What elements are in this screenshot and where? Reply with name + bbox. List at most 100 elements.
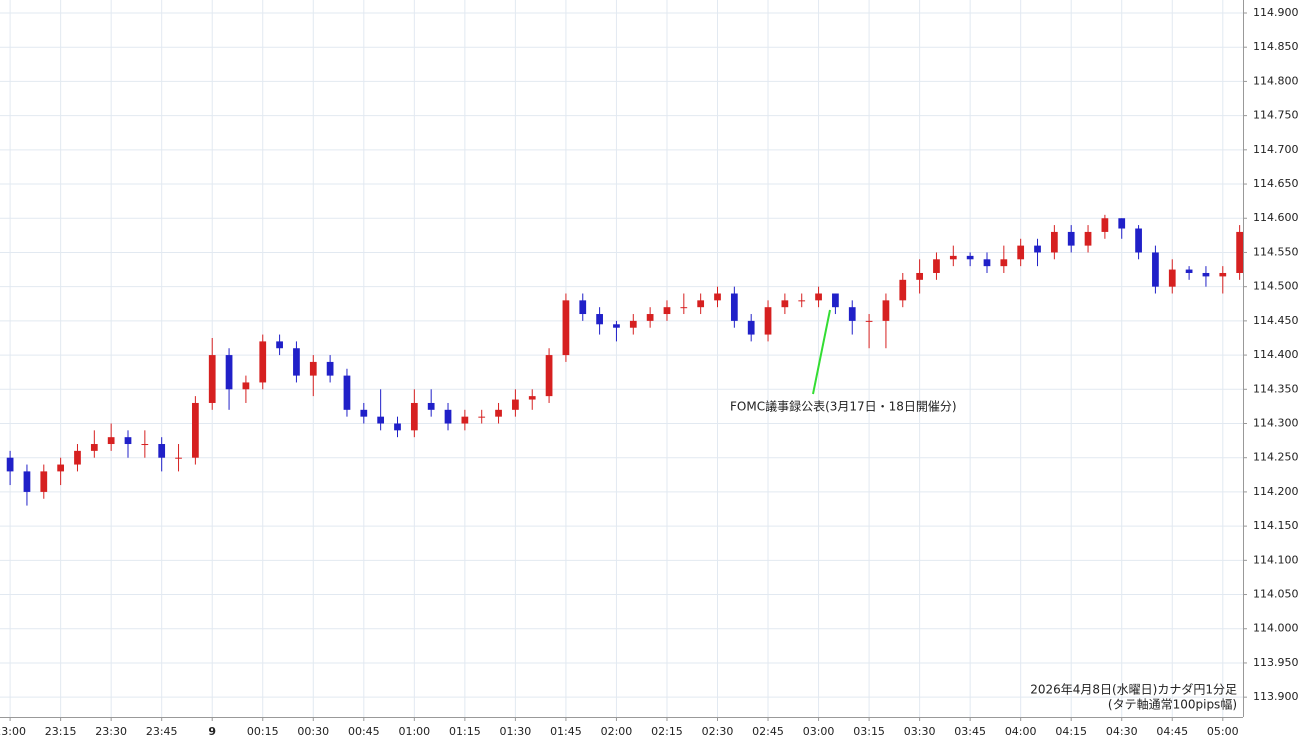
y-tick-label: 114.600 — [1253, 211, 1299, 224]
candle-body — [730, 293, 738, 321]
x-tick-label: 03:15 — [853, 725, 885, 738]
candle-body — [983, 259, 991, 267]
candle-body — [1202, 272, 1210, 277]
candle-body — [377, 416, 385, 424]
x-tick-label: 03:00 — [803, 725, 835, 738]
candle-body — [680, 307, 688, 309]
x-tick-label: 23:15 — [45, 725, 77, 738]
x-tick-label: 02:30 — [702, 725, 734, 738]
candle-body — [259, 341, 267, 383]
candle-body — [747, 320, 755, 335]
y-tick-label: 114.900 — [1253, 6, 1299, 19]
candle-body — [865, 320, 873, 322]
candle-body — [1017, 245, 1025, 260]
candle-body — [1118, 218, 1126, 229]
candle-body — [158, 444, 166, 458]
candle-body — [427, 402, 435, 410]
candle-body — [461, 416, 469, 424]
candle-body — [495, 409, 502, 417]
candle-body — [309, 361, 317, 376]
x-tick-label: 23:30 — [95, 725, 127, 738]
candle-body — [107, 437, 115, 445]
candle-body — [579, 300, 587, 315]
candle-body — [1168, 269, 1176, 287]
candle-body — [528, 396, 536, 400]
candle-body — [74, 450, 81, 465]
candle-body — [596, 314, 603, 325]
candle-body — [512, 399, 519, 410]
y-tick-label: 114.100 — [1253, 553, 1299, 566]
candle-body — [899, 279, 907, 301]
x-tick-label: 05:00 — [1207, 725, 1239, 738]
candle-body — [798, 300, 806, 302]
y-tick-label: 114.800 — [1253, 74, 1299, 87]
candle-body — [646, 314, 654, 321]
x-tick-label: 00:15 — [247, 725, 279, 738]
y-tick-label: 114.850 — [1253, 40, 1299, 53]
candle-body — [6, 457, 14, 472]
x-tick-label: 01:15 — [449, 725, 481, 738]
y-tick-label: 114.400 — [1253, 348, 1299, 361]
x-tick-label: 01:30 — [500, 725, 532, 738]
candle-body — [293, 348, 300, 376]
candle-body — [933, 259, 940, 273]
candle-body — [478, 416, 486, 418]
candle-body — [192, 402, 199, 458]
candle-body — [545, 355, 553, 397]
y-tick-label: 114.250 — [1253, 451, 1299, 464]
x-tick-label: 02:15 — [651, 725, 683, 738]
candle-body — [90, 444, 98, 451]
candle-body — [175, 457, 182, 459]
candle-body — [832, 293, 839, 308]
x-tick-label: 00:30 — [297, 725, 329, 738]
x-tick-label: 01:00 — [398, 725, 430, 738]
y-tick-label: 114.350 — [1253, 382, 1299, 395]
candle-body — [1236, 231, 1243, 273]
candle-body — [225, 355, 233, 390]
y-tick-label: 114.450 — [1253, 314, 1299, 327]
candle-body — [916, 272, 923, 280]
candle-body — [714, 293, 721, 301]
candle-body — [1084, 231, 1092, 246]
candle-body — [562, 300, 570, 356]
candle-body — [1135, 228, 1142, 253]
candle-body — [141, 444, 149, 446]
candle-body — [410, 402, 418, 431]
candle-body — [1101, 218, 1109, 232]
candle-body — [326, 361, 334, 376]
candle-body — [23, 471, 31, 492]
candle-body — [629, 320, 637, 328]
x-tick-label: 03:45 — [954, 725, 986, 738]
candle-body — [882, 300, 890, 321]
y-tick-label: 113.950 — [1253, 656, 1299, 669]
candle-body — [1152, 252, 1159, 287]
candle-body — [343, 375, 351, 410]
x-tick-label: 02:00 — [601, 725, 633, 738]
annotation: FOMC議事録公表(3月17日・18日開催分) — [730, 399, 957, 414]
candle-body — [57, 464, 65, 472]
y-tick-label: 114.200 — [1253, 485, 1299, 498]
x-tick-label: 9 — [208, 725, 216, 738]
axes: 113.900 113.950 114.000 114.050 114.100 114.1… — [0, 6, 1299, 738]
y-tick-label: 114.300 — [1253, 416, 1299, 429]
footnote: (タテ軸通常100pips幅) — [1108, 697, 1237, 712]
candle-body — [124, 437, 132, 445]
candle-body — [276, 341, 283, 349]
annotation-arrow — [812, 309, 831, 395]
x-tick-label: 23:45 — [146, 725, 178, 738]
candle-body — [764, 307, 772, 335]
candle-body — [1067, 231, 1075, 246]
candle-body — [697, 300, 705, 308]
y-tick-label: 114.550 — [1253, 245, 1299, 258]
candle-body — [1000, 259, 1008, 267]
y-tick-label: 113.900 — [1253, 690, 1299, 703]
candle-body — [40, 471, 48, 492]
candle-body — [781, 300, 789, 308]
y-tick-label: 114.700 — [1253, 143, 1299, 156]
y-tick-label: 114.650 — [1253, 177, 1299, 190]
candle-body — [815, 293, 822, 301]
x-tick-label: 04:00 — [1005, 725, 1037, 738]
candle-body — [848, 307, 856, 321]
